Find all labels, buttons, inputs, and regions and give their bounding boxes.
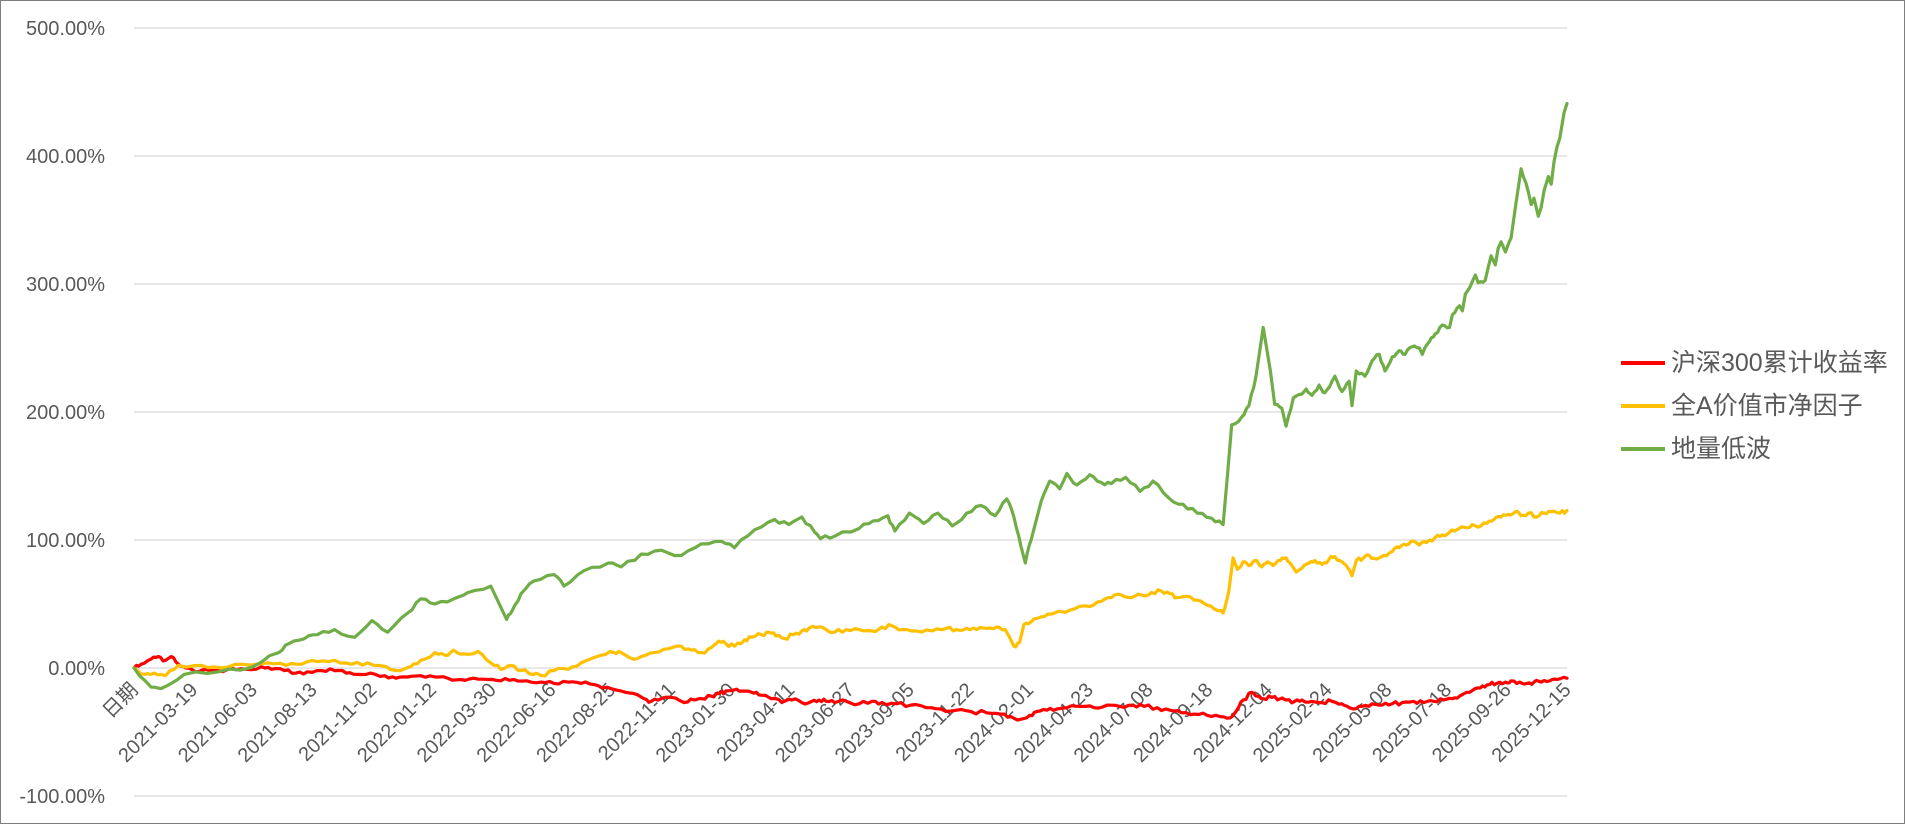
y-axis-labels: 500.00% 400.00% 300.00% 200.00% 100.00% 0.00%… xyxy=(19,18,105,808)
legend-item-value-factor[interactable]: 全A价值市净因子 xyxy=(1621,390,1888,422)
y-tick-label: 0.00% xyxy=(48,658,105,680)
y-tick-label: -100.00% xyxy=(19,786,105,808)
legend-item-hs300[interactable]: 沪深300累计收益率 xyxy=(1621,347,1888,379)
legend-line-red-icon xyxy=(1621,361,1665,365)
x-axis-labels: 日期2021-03-192021-06-032021-08-132021-11-… xyxy=(99,679,1576,767)
y-tick-label: 100.00% xyxy=(26,530,105,552)
legend-item-lowvol[interactable]: 地量低波 xyxy=(1621,433,1888,465)
chart-legend: 沪深300累计收益率 全A价值市净因子 地量低波 xyxy=(1621,347,1888,465)
series-line-value-factor[interactable] xyxy=(132,509,1569,678)
legend-label-lowvol: 地量低波 xyxy=(1671,435,1772,463)
series-lines xyxy=(132,101,1569,722)
gridlines xyxy=(134,27,1567,797)
x-axis-title: 日期 xyxy=(99,679,143,723)
legend-label-value-factor: 全A价值市净因子 xyxy=(1671,392,1863,420)
legend-line-gold-icon xyxy=(1621,404,1665,408)
legend-line-green-icon xyxy=(1621,447,1665,451)
legend-label-hs300: 沪深300累计收益率 xyxy=(1671,349,1888,377)
y-tick-label: 500.00% xyxy=(26,18,105,40)
y-tick-label: 200.00% xyxy=(26,402,105,424)
y-tick-label: 400.00% xyxy=(26,146,105,168)
y-tick-label: 300.00% xyxy=(26,274,105,296)
series-line-hs300[interactable] xyxy=(132,654,1569,722)
series-line-lowvol[interactable] xyxy=(132,101,1569,691)
